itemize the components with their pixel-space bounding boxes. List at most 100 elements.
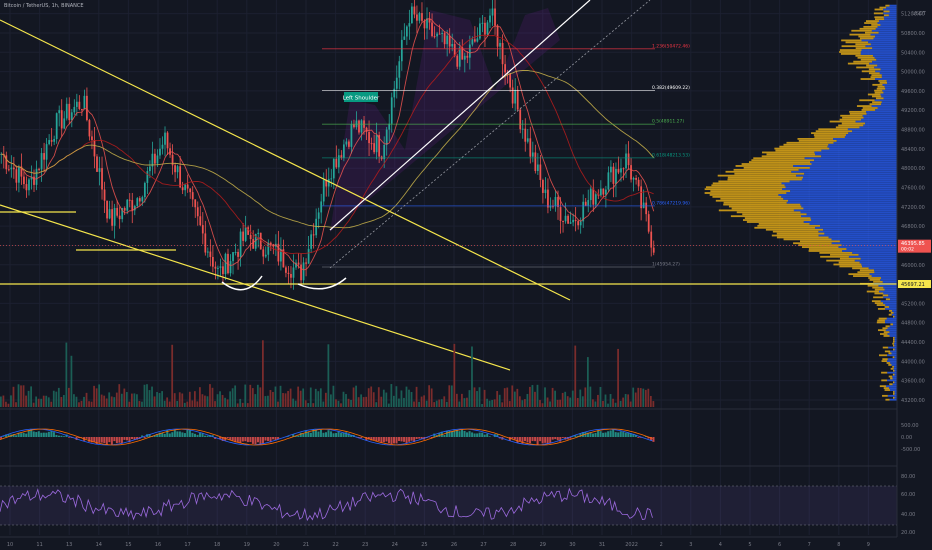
macd-histogram-bar: [17, 432, 20, 437]
time-tick-label: 5: [748, 542, 751, 548]
candle-body: [154, 153, 156, 164]
volume-bar: [319, 388, 322, 407]
volume-profile-bar: [893, 391, 895, 393]
volume-bar: [324, 392, 327, 407]
volume-profile-bar: [860, 53, 897, 55]
volume-profile-bar: [890, 367, 894, 370]
volume-bar: [60, 396, 63, 407]
volume-profile-bar: [874, 8, 884, 11]
macd-histogram-bar: [219, 437, 222, 440]
volume-profile-bar: [751, 159, 815, 162]
volume-bar: [597, 394, 599, 407]
volume-profile-bar: [783, 143, 829, 146]
macd-histogram-bar: [632, 433, 635, 437]
volume-profile-bar: [892, 373, 895, 376]
price-tick-label: 44400.00: [901, 340, 925, 346]
volume-bar: [639, 388, 642, 407]
volume-profile-bar: [806, 213, 897, 216]
macd-histogram-bar: [574, 435, 577, 437]
macd-histogram-bar: [340, 432, 343, 437]
volume-bar: [544, 387, 546, 407]
candle-body: [204, 233, 207, 253]
volume-bar: [592, 399, 594, 407]
macd-histogram-bar: [526, 437, 529, 443]
candle-body: [143, 182, 146, 198]
macd-histogram-bar: [330, 431, 333, 437]
time-tick-label: 25: [421, 542, 427, 548]
volume-bar: [204, 395, 206, 407]
candle-body: [345, 141, 348, 145]
macd-histogram-bar: [110, 437, 113, 445]
macd-histogram-bar: [299, 432, 302, 437]
volume-profile-bar: [873, 280, 883, 283]
macd-histogram-bar: [90, 437, 93, 443]
candle-body: [179, 166, 182, 188]
volume-bar: [7, 403, 10, 407]
volume-profile-bar: [861, 263, 897, 266]
volume-bar: [405, 386, 408, 407]
volume-bar: [463, 398, 466, 407]
volume-profile-bar: [888, 352, 892, 355]
volume-profile-bar: [888, 364, 892, 366]
macd-histogram-bar: [602, 432, 605, 437]
volume-bar: [95, 388, 98, 407]
volume-profile-bar: [883, 331, 890, 333]
volume-bar: [161, 391, 163, 407]
volume-profile-bar: [808, 248, 847, 250]
pattern-fill: [330, 8, 560, 232]
macd-histogram-bar: [166, 429, 169, 437]
macd-histogram-bar: [461, 429, 464, 437]
candle-body: [433, 36, 436, 38]
volume-bar: [148, 390, 151, 407]
candle-body: [15, 169, 18, 183]
volume-profile-bar: [888, 294, 897, 297]
volume-profile-bar: [838, 124, 864, 127]
volume-bar: [100, 394, 103, 407]
candle-body: [441, 33, 444, 35]
volume-bar: [554, 390, 556, 407]
volume-profile-bar: [872, 101, 882, 104]
candle-body: [463, 55, 466, 60]
volume-bar: [219, 391, 221, 407]
time-tick-label: 30: [569, 542, 575, 548]
macd-histogram-bar: [25, 433, 28, 437]
volume-profile-bar: [881, 101, 897, 104]
candle-body: [63, 118, 66, 129]
volume-bar: [476, 391, 478, 407]
macd-histogram-bar: [108, 437, 111, 443]
macd-histogram-bar: [327, 430, 330, 437]
volume-profile-bar: [753, 157, 805, 160]
volume-bar: [110, 396, 113, 407]
candle-body: [479, 23, 481, 39]
candle-body: [252, 239, 255, 249]
volume-profile-bar: [894, 338, 897, 341]
volume-profile-bar: [886, 385, 897, 388]
candle-body: [229, 261, 232, 274]
volume-bar: [458, 401, 461, 407]
volume-profile-bar: [885, 308, 897, 310]
macd-histogram-bar: [607, 431, 610, 437]
candle-body: [10, 167, 13, 170]
volume-bar: [566, 396, 569, 407]
volume-profile-bar: [879, 72, 897, 75]
volume-profile-bar: [839, 240, 897, 243]
candle-body: [398, 61, 401, 78]
candle-body: [330, 178, 333, 180]
volume-profile-bar: [838, 246, 897, 248]
volume-profile-bar: [891, 352, 897, 355]
macd-histogram-bar: [619, 431, 622, 437]
macd-histogram-bar: [385, 437, 388, 442]
volume-profile-bar: [877, 85, 885, 88]
volume-profile-bar: [887, 82, 897, 84]
candle-body: [612, 166, 615, 184]
volume-bar: [466, 397, 468, 407]
volume-profile-bar: [789, 180, 897, 183]
time-tick-label: 16: [155, 542, 161, 548]
volume-profile-bar: [894, 373, 897, 376]
macd-histogram-bar: [15, 435, 18, 437]
macd-histogram-bar: [229, 437, 232, 440]
volume-profile-bar: [878, 20, 897, 22]
price-tick-label: 44800.00: [901, 321, 925, 327]
candle-body: [312, 234, 315, 236]
